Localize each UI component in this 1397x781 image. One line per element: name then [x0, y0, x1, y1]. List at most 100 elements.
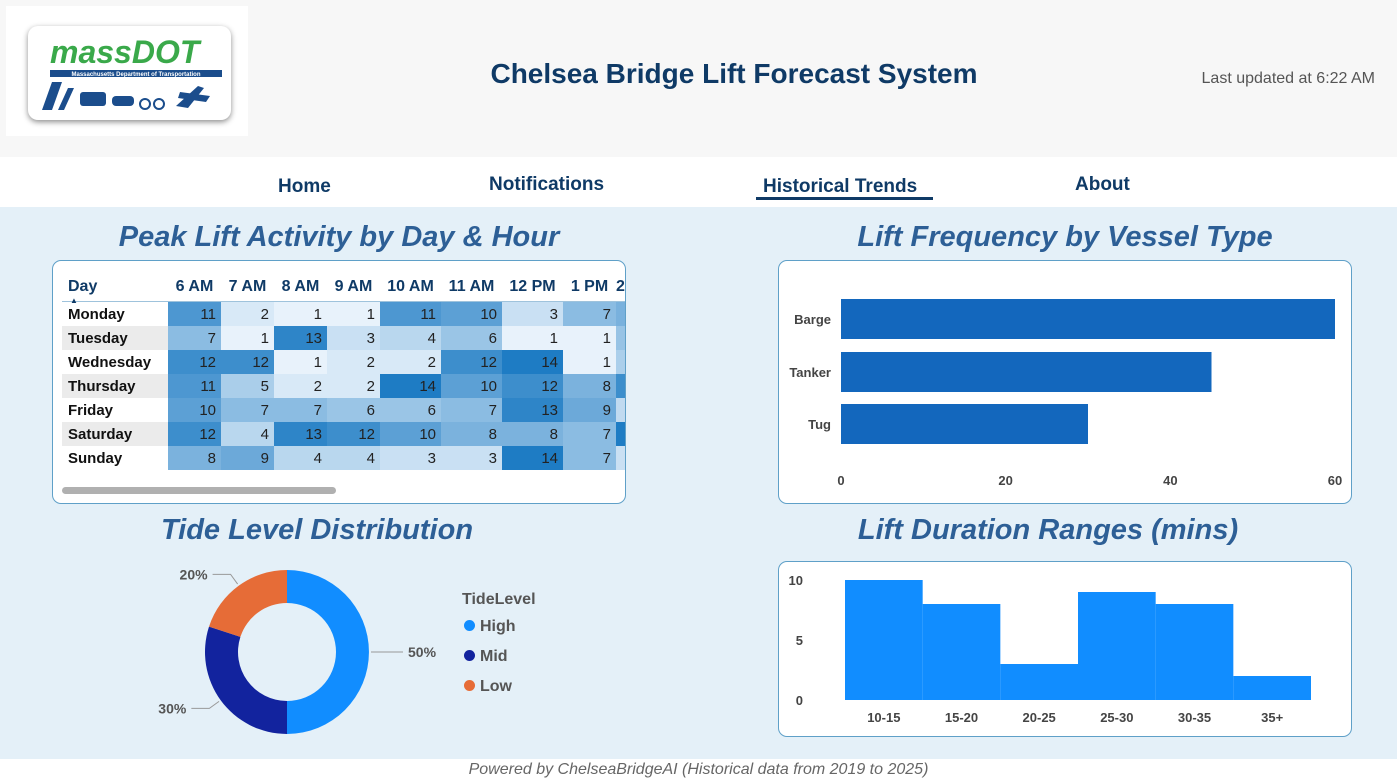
heatmap-cell: 8 [168, 446, 221, 470]
heatmap-cell: 7 [441, 398, 502, 422]
heatmap-column-header: 12 PM [502, 272, 563, 302]
heatmap-cell-partial [616, 301, 625, 326]
dashboard-body: Peak Lift Activity by Day & Hour Day ▲ 6… [0, 207, 1397, 759]
heatmap-cell: 10 [380, 422, 441, 446]
heatmap-row: Sunday 8 9 4 4 3 3 14 7 [62, 446, 625, 470]
duration-x-label: 25-30 [1100, 710, 1133, 725]
heatmap-row: Wednesday 12 12 1 2 2 12 14 1 [62, 350, 625, 374]
tide-slice-high[interactable] [287, 570, 369, 734]
logo-container: massDOT Massachusetts Department of Tran… [6, 6, 248, 136]
heatmap-cell: 1 [221, 326, 274, 350]
heatmap-cell: 6 [327, 398, 380, 422]
bike-icon [139, 98, 151, 110]
heatmap-card: Day ▲ 6 AM 7 AM 8 AM 9 AM 10 AM 11 AM 12… [52, 260, 626, 504]
duration-x-label: 20-25 [1023, 710, 1056, 725]
tide-slice-low[interactable] [209, 570, 287, 637]
legend-low-label: Low [480, 678, 512, 695]
vessel-bar[interactable] [841, 404, 1088, 444]
heatmap-cell: 12 [168, 350, 221, 374]
vessel-chart-title: Lift Frequency by Vessel Type [857, 221, 1273, 253]
nav-historical-trends[interactable]: Historical Trends [763, 176, 918, 197]
heatmap-cell: 12 [168, 422, 221, 446]
heatmap-cell-partial [616, 422, 625, 446]
legend-low-swatch [464, 680, 475, 691]
duration-bar[interactable] [1078, 592, 1156, 700]
tide-label-leader [212, 573, 239, 585]
duration-x-label: 10-15 [867, 710, 900, 725]
heatmap-cell: 4 [221, 422, 274, 446]
heatmap-title: Peak Lift Activity by Day & Hour [118, 221, 560, 253]
duration-bar[interactable] [1233, 676, 1311, 700]
heatmap-cell: 6 [380, 398, 441, 422]
heatmap-row: Saturday 12 4 13 12 10 8 8 7 [62, 422, 625, 446]
tide-slice-mid[interactable] [205, 626, 287, 734]
legend-item-mid[interactable]: Mid [464, 648, 508, 666]
heatmap-column-header: 11 AM [441, 272, 502, 302]
heatmap-cell: 3 [441, 446, 502, 470]
tide-legend-title: TideLevel [462, 591, 536, 608]
heatmap-row-header-label: Day [68, 277, 98, 295]
duration-bar[interactable] [1155, 604, 1234, 700]
tide-donut-chart: 50% 30% 20% [158, 566, 437, 734]
logo-subtitle-text: Massachusetts Department of Transportati… [71, 72, 200, 78]
duration-bar[interactable] [922, 604, 1001, 700]
legend-item-low[interactable]: Low [464, 678, 512, 696]
heatmap-table: Day ▲ 6 AM 7 AM 8 AM 9 AM 10 AM 11 AM 12… [62, 272, 625, 470]
road-icon [42, 82, 62, 110]
vessel-x-tick: 20 [998, 473, 1012, 488]
heatmap-cell: 7 [221, 398, 274, 422]
nav-home[interactable]: Home [278, 176, 331, 197]
transport-icons [42, 82, 210, 110]
heatmap-cell: 4 [274, 446, 327, 470]
heatmap-cell: 1 [274, 350, 327, 374]
heatmap-day-label: Monday [62, 301, 168, 326]
sort-ascending-icon[interactable]: ▲ [70, 296, 78, 305]
heatmap-cell: 2 [327, 374, 380, 398]
heatmap-horizontal-scrollbar[interactable] [62, 487, 336, 494]
heatmap-cell: 2 [221, 301, 274, 326]
duration-y-tick: 5 [796, 633, 803, 648]
heatmap-cell: 12 [502, 374, 563, 398]
heatmap-cell-partial [616, 446, 625, 470]
vessel-category-label: Tanker [789, 365, 831, 380]
vessel-bar[interactable] [841, 299, 1335, 339]
heatmap-column-header: 1 PM [563, 272, 616, 302]
duration-y-tick: 10 [789, 573, 803, 588]
nav-about[interactable]: About [1075, 174, 1130, 195]
vessel-bar[interactable] [841, 352, 1212, 392]
duration-bar[interactable] [1000, 664, 1078, 700]
heatmap-row-header[interactable]: Day ▲ [62, 272, 168, 305]
heatmap-cell: 7 [563, 446, 616, 470]
heatmap-cell: 9 [221, 446, 274, 470]
heatmap-cell: 7 [563, 301, 616, 326]
duration-bar[interactable] [845, 580, 923, 700]
logo-brand-text: massDOT [50, 34, 202, 70]
heatmap-cell: 14 [502, 446, 563, 470]
legend-mid-swatch [464, 650, 475, 661]
page-title: Chelsea Bridge Lift Forecast System [490, 58, 978, 89]
duration-histogram: 10-15 15-20 20-25 25-30 30-35 35+ 0 5 10 [789, 573, 1311, 725]
vessel-bar-chart: Barge Tanker Tug 0 20 40 60 [789, 299, 1342, 488]
tide-label-leader [191, 700, 220, 709]
nav-notifications[interactable]: Notifications [489, 174, 605, 195]
heatmap-cell: 2 [327, 350, 380, 374]
heatmap-row: Tuesday 7 1 13 3 4 6 1 1 [62, 326, 625, 350]
heatmap-cell: 14 [502, 350, 563, 374]
logo-stripe [50, 70, 222, 77]
heatmap-cell: 11 [168, 374, 221, 398]
heatmap-day-label: Sunday [62, 446, 168, 470]
legend-item-high[interactable]: High [464, 618, 516, 636]
heatmap-cell: 6 [441, 326, 502, 350]
vessel-x-tick: 40 [1163, 473, 1177, 488]
heatmap-cell: 1 [274, 301, 327, 326]
heatmap-cell: 1 [327, 301, 380, 326]
heatmap-column-header: 7 AM [221, 272, 274, 302]
massdot-logo: massDOT Massachusetts Department of Tran… [28, 26, 231, 120]
heatmap-column-header: 6 AM [168, 272, 221, 302]
heatmap-cell: 2 [380, 350, 441, 374]
heatmap-cell-partial [616, 374, 625, 398]
heatmap-cell: 7 [563, 422, 616, 446]
bus-icon [80, 92, 106, 106]
duration-x-label: 35+ [1261, 710, 1283, 725]
heatmap-cell-partial [616, 398, 625, 422]
